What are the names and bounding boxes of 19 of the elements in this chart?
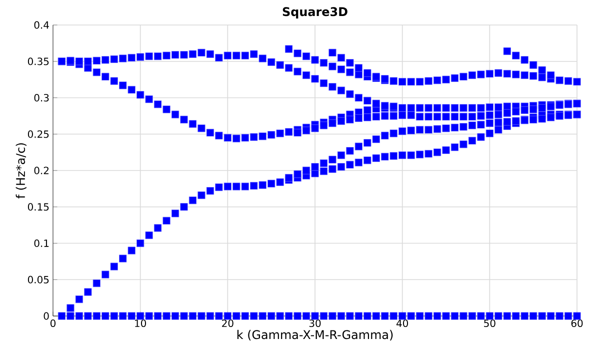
x-tick-label: 30	[309, 320, 321, 328]
x-tick-label: 40	[396, 320, 408, 328]
x-tick-label: 60	[571, 320, 583, 328]
x-tick-label: 10	[135, 320, 146, 328]
x-axis-title: k (Gamma-X-M-R-Gamma)	[237, 330, 393, 341]
x-tick-label: 0	[50, 320, 56, 328]
y-axis-title: f (Hz*a/c)	[16, 143, 26, 198]
y-tick-label: 0.05	[28, 276, 49, 284]
y-tick-label: 0.2	[34, 166, 48, 174]
y-tick-label: 0.15	[28, 203, 49, 211]
y-tick-label: 0.1	[34, 239, 49, 248]
y-tick-label: 0	[44, 312, 49, 320]
chart-title: Square3D	[282, 7, 348, 18]
y-tick-label: 0.25	[28, 130, 49, 138]
x-tick-label: 20	[222, 320, 234, 328]
y-tick-label: 0.35	[28, 58, 49, 66]
y-tick-label: 0.3	[34, 94, 49, 102]
y-tick-label: 0.4	[34, 21, 49, 29]
x-tick-label: 50	[484, 320, 496, 328]
